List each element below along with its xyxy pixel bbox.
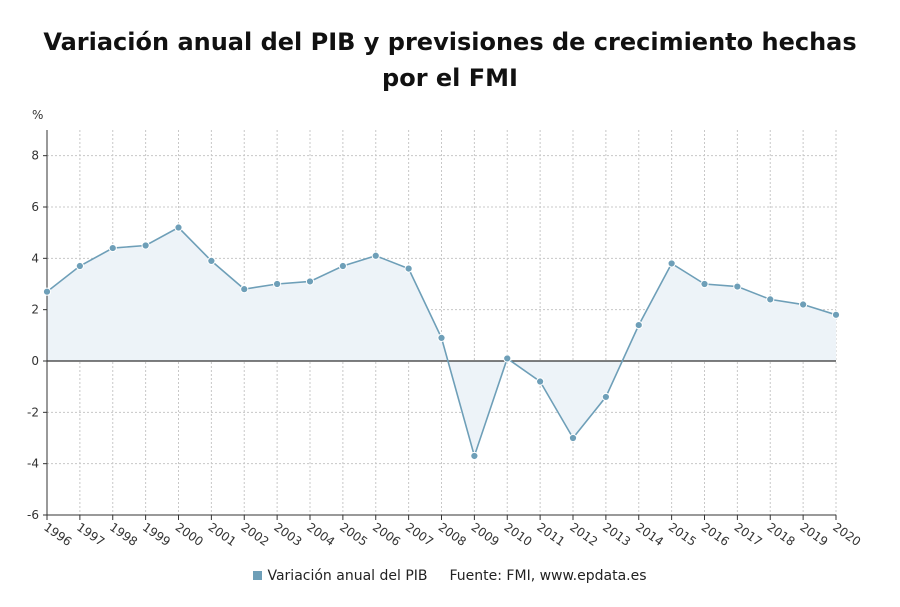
x-tick-label: 2015 (666, 520, 699, 549)
x-tick-label: 1996 (41, 520, 74, 549)
legend: Variación anual del PIB Fuente: FMI, www.… (0, 568, 900, 584)
x-tick-label: 2002 (239, 520, 272, 549)
data-point (42, 287, 52, 296)
x-tick-label: 2019 (797, 520, 830, 549)
x-tick-label: 2016 (699, 520, 732, 549)
data-point (700, 279, 709, 289)
data-point (404, 264, 413, 273)
data-point (766, 295, 775, 304)
x-tick-label: 2004 (304, 520, 337, 549)
y-tick-label: -4 (27, 457, 39, 471)
y-tick-label: 6 (31, 200, 39, 214)
x-tick-label: 2018 (765, 520, 798, 549)
x-tick-label: 2014 (633, 520, 666, 549)
x-tick-label: 2005 (337, 520, 370, 549)
data-point (470, 451, 479, 461)
x-tick-label: 2009 (469, 520, 502, 549)
data-point (634, 320, 643, 330)
data-point (667, 259, 676, 268)
x-tick-label: 2003 (271, 520, 304, 549)
x-tick-label: 1998 (107, 520, 140, 549)
legend-swatch (253, 571, 263, 580)
x-tick-label: 2006 (370, 520, 403, 549)
y-tick-label: 2 (31, 303, 39, 317)
x-tick-label: 2007 (403, 520, 436, 549)
source-label: Fuente: FMI, www.epdata.es (449, 568, 647, 584)
data-point (108, 243, 117, 253)
chart-title: Variación anual del PIB y previsiones de… (43, 28, 857, 92)
x-tick-label: 2012 (567, 520, 600, 549)
data-point (273, 279, 282, 289)
y-tick-label: -6 (27, 508, 39, 522)
data-point (371, 251, 380, 260)
data-point (568, 433, 578, 443)
data-point (831, 310, 841, 319)
x-tick-label: 2020 (830, 520, 863, 549)
data-point (437, 333, 446, 342)
y-tick-label: -2 (27, 405, 39, 419)
data-point (338, 261, 347, 271)
data-point (601, 392, 610, 402)
x-tick-label: 2013 (600, 520, 633, 549)
data-point (240, 285, 249, 294)
y-tick-label: 0 (31, 354, 39, 368)
x-tick-label: 2011 (534, 520, 567, 549)
y-axis-label: % (32, 108, 43, 122)
x-tick-label: 2008 (436, 520, 469, 549)
data-point (207, 256, 216, 265)
data-point (75, 261, 84, 271)
y-tick-label: 8 (31, 149, 39, 163)
data-point (536, 377, 545, 386)
data-point (141, 241, 150, 250)
x-tick-label: 1997 (74, 520, 107, 549)
data-point (305, 277, 315, 286)
x-tick-label: 2010 (502, 520, 535, 549)
x-tick-label: 1999 (140, 520, 173, 549)
data-point (733, 282, 742, 291)
y-tick-label: 4 (31, 251, 39, 265)
legend-series-label: Variación anual del PIB (267, 568, 428, 584)
x-tick-label: 2000 (173, 520, 206, 549)
x-tick-label: 2017 (732, 520, 765, 549)
data-point (799, 300, 808, 309)
x-tick-label: 2001 (206, 520, 239, 549)
data-point (503, 354, 512, 363)
data-point (174, 223, 183, 232)
